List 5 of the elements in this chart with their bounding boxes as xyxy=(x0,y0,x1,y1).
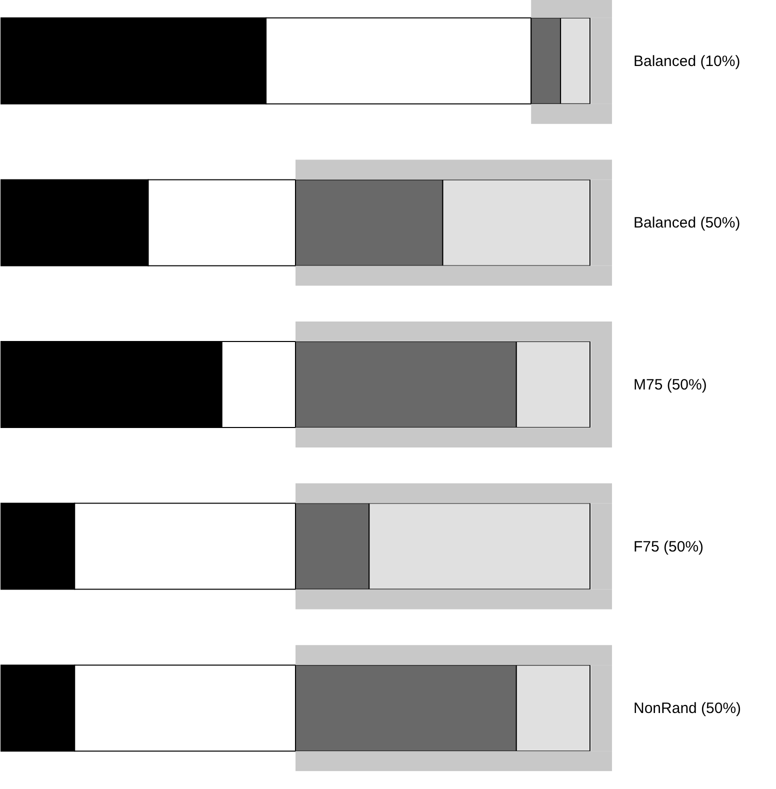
y-tick-label: F75 (50%) xyxy=(634,538,704,556)
y-tick-label: M75 (50%) xyxy=(634,376,707,394)
y-tick-label: NonRand (50%) xyxy=(634,700,742,718)
y-tick-label: Balanced (10%) xyxy=(634,52,740,70)
y-tick-label: Balanced (50%) xyxy=(634,214,740,232)
